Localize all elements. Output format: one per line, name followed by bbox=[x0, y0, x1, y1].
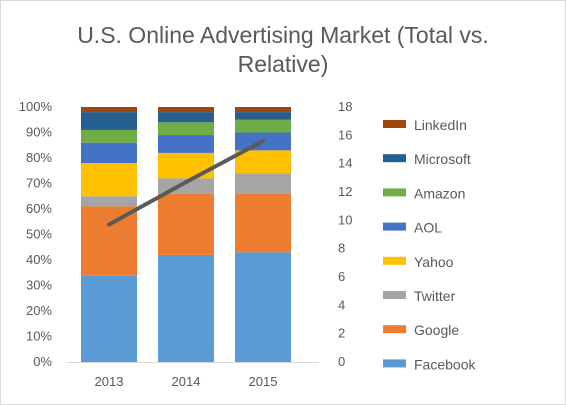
legend-label-yahoo: Yahoo bbox=[414, 254, 454, 270]
x-tick-label: 2013 bbox=[95, 374, 124, 389]
bar-segment-yahoo-2013 bbox=[81, 163, 137, 197]
bar-segment-linkedin-2015 bbox=[235, 107, 291, 113]
legend-label-google: Google bbox=[414, 322, 459, 338]
bar-segment-facebook-2015 bbox=[235, 252, 291, 362]
legend-swatch-aol bbox=[383, 222, 406, 231]
legend-swatch-google bbox=[383, 325, 406, 334]
legend-label-linkedin: LinkedIn bbox=[414, 117, 467, 133]
y-right-tick-label: 0 bbox=[338, 354, 345, 369]
bar-segment-microsoft-2015 bbox=[235, 112, 291, 120]
legend-swatch-twitter bbox=[383, 291, 406, 299]
bar-segment-twitter-2013 bbox=[81, 196, 137, 207]
bar-segment-google-2015 bbox=[235, 193, 291, 253]
bar-segment-microsoft-2013 bbox=[81, 112, 137, 130]
legend-swatch-facebook bbox=[383, 359, 406, 368]
y-left-tick-label: 40% bbox=[26, 252, 52, 267]
y-left-tick-label: 60% bbox=[26, 201, 52, 216]
bar-segment-amazon-2014 bbox=[158, 122, 214, 136]
x-tick-label: 2014 bbox=[172, 374, 201, 389]
bar-segment-yahoo-2014 bbox=[158, 152, 214, 179]
bar-segment-facebook-2013 bbox=[81, 275, 137, 362]
y-left-tick-label: 30% bbox=[26, 278, 52, 293]
chart-title: U.S. Online Advertising Market (Total vs… bbox=[1, 21, 565, 79]
chart-title-line-2: Relative) bbox=[237, 51, 329, 77]
bar-segment-facebook-2014 bbox=[158, 254, 214, 362]
bar-segment-microsoft-2014 bbox=[158, 112, 214, 123]
bar-segment-linkedin-2014 bbox=[158, 107, 214, 113]
bar-segment-yahoo-2015 bbox=[235, 150, 291, 174]
bar-segment-linkedin-2013 bbox=[81, 107, 137, 113]
bar-segment-amazon-2013 bbox=[81, 129, 137, 143]
legend-swatch-yahoo bbox=[383, 256, 406, 265]
legend-label-aol: AOL bbox=[414, 220, 442, 236]
y-right-tick-label: 14 bbox=[338, 156, 352, 171]
bar-segment-twitter-2015 bbox=[235, 173, 291, 194]
y-right-tick-label: 6 bbox=[338, 269, 345, 284]
bar-segment-aol-2014 bbox=[158, 135, 214, 153]
bar-segment-google-2013 bbox=[81, 206, 137, 276]
y-left-tick-label: 80% bbox=[26, 150, 52, 165]
legend-label-amazon: Amazon bbox=[414, 185, 465, 201]
legend-swatch-amazon bbox=[383, 188, 406, 197]
legend-swatch-microsoft bbox=[383, 154, 406, 163]
y-right-tick-label: 4 bbox=[338, 297, 345, 312]
y-left-tick-label: 90% bbox=[26, 125, 52, 140]
y-right-tick-label: 10 bbox=[338, 212, 352, 227]
y-left-tick-label: 20% bbox=[26, 303, 52, 318]
legend-swatch-linkedin bbox=[383, 120, 406, 128]
y-right-tick-label: 8 bbox=[338, 241, 345, 256]
y-left-tick-label: 10% bbox=[26, 329, 52, 344]
legend-label-facebook: Facebook bbox=[414, 356, 476, 372]
bar-segment-amazon-2015 bbox=[235, 119, 291, 133]
y-right-tick-label: 16 bbox=[338, 127, 352, 142]
chart-title-line-1: U.S. Online Advertising Market (Total vs… bbox=[77, 22, 489, 48]
y-right-tick-label: 12 bbox=[338, 184, 352, 199]
y-right-tick-label: 18 bbox=[338, 99, 352, 114]
x-tick-label: 2015 bbox=[249, 374, 278, 389]
bar-segment-aol-2013 bbox=[81, 142, 137, 164]
y-left-tick-label: 70% bbox=[26, 176, 52, 191]
y-left-tick-label: 0% bbox=[33, 354, 52, 369]
y-left-tick-label: 100% bbox=[19, 99, 53, 114]
legend-label-microsoft: Microsoft bbox=[414, 151, 471, 167]
legend-label-twitter: Twitter bbox=[414, 288, 456, 304]
y-right-tick-label: 2 bbox=[338, 326, 345, 341]
bar-segment-google-2014 bbox=[158, 193, 214, 255]
y-left-tick-label: 50% bbox=[26, 227, 52, 242]
